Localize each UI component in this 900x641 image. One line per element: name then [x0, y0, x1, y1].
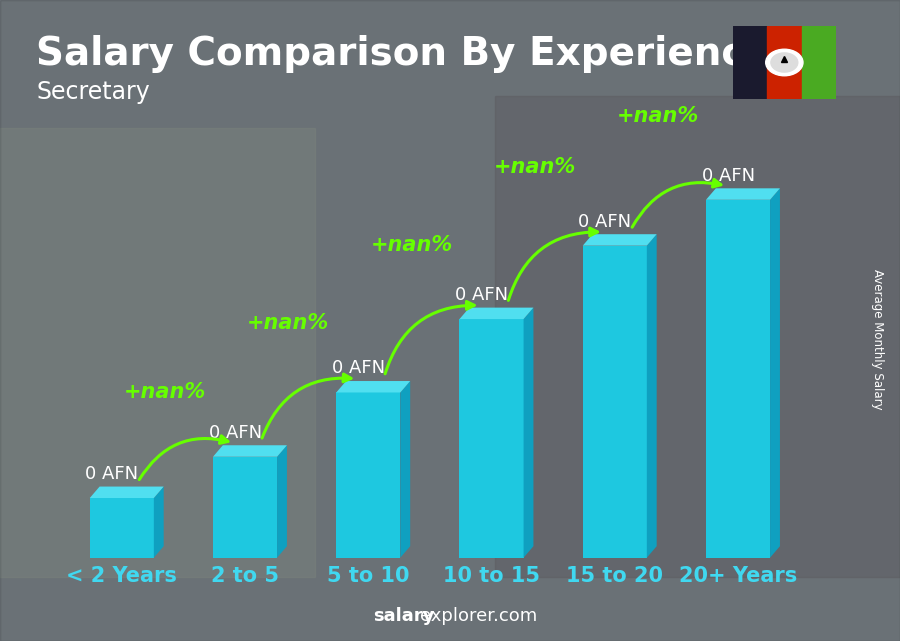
Bar — [90, 498, 154, 558]
Polygon shape — [647, 234, 657, 558]
Polygon shape — [706, 188, 780, 200]
Text: 0 AFN: 0 AFN — [332, 360, 385, 378]
Circle shape — [766, 49, 803, 76]
Text: 0 AFN: 0 AFN — [209, 424, 262, 442]
Text: +nan%: +nan% — [493, 157, 576, 177]
Polygon shape — [337, 381, 410, 392]
Text: explorer.com: explorer.com — [420, 607, 537, 625]
Polygon shape — [460, 308, 534, 319]
Text: +nan%: +nan% — [247, 313, 329, 333]
Polygon shape — [400, 381, 410, 558]
Text: 0 AFN: 0 AFN — [86, 465, 139, 483]
Polygon shape — [90, 487, 164, 498]
Polygon shape — [213, 445, 287, 457]
Bar — [733, 26, 767, 99]
Text: Secretary: Secretary — [36, 80, 149, 104]
Polygon shape — [154, 487, 164, 558]
Bar — [582, 246, 647, 558]
Bar — [495, 96, 900, 577]
Bar — [337, 392, 400, 558]
Text: Average Monthly Salary: Average Monthly Salary — [871, 269, 884, 410]
Text: +nan%: +nan% — [370, 235, 453, 255]
Bar — [802, 26, 836, 99]
Text: Salary Comparison By Experience: Salary Comparison By Experience — [36, 35, 770, 73]
Polygon shape — [770, 188, 780, 558]
Text: 0 AFN: 0 AFN — [702, 167, 755, 185]
Text: +nan%: +nan% — [616, 106, 699, 126]
Text: 0 AFN: 0 AFN — [455, 286, 508, 304]
Text: +nan%: +nan% — [124, 381, 206, 402]
Polygon shape — [524, 308, 534, 558]
Bar — [0, 128, 315, 577]
Bar — [767, 26, 802, 99]
Polygon shape — [277, 445, 287, 558]
Bar — [460, 319, 524, 558]
Bar — [213, 457, 277, 558]
Bar — [706, 200, 770, 558]
Polygon shape — [582, 234, 657, 246]
Circle shape — [771, 53, 797, 72]
Text: 0 AFN: 0 AFN — [579, 213, 632, 231]
Text: salary: salary — [374, 607, 435, 625]
